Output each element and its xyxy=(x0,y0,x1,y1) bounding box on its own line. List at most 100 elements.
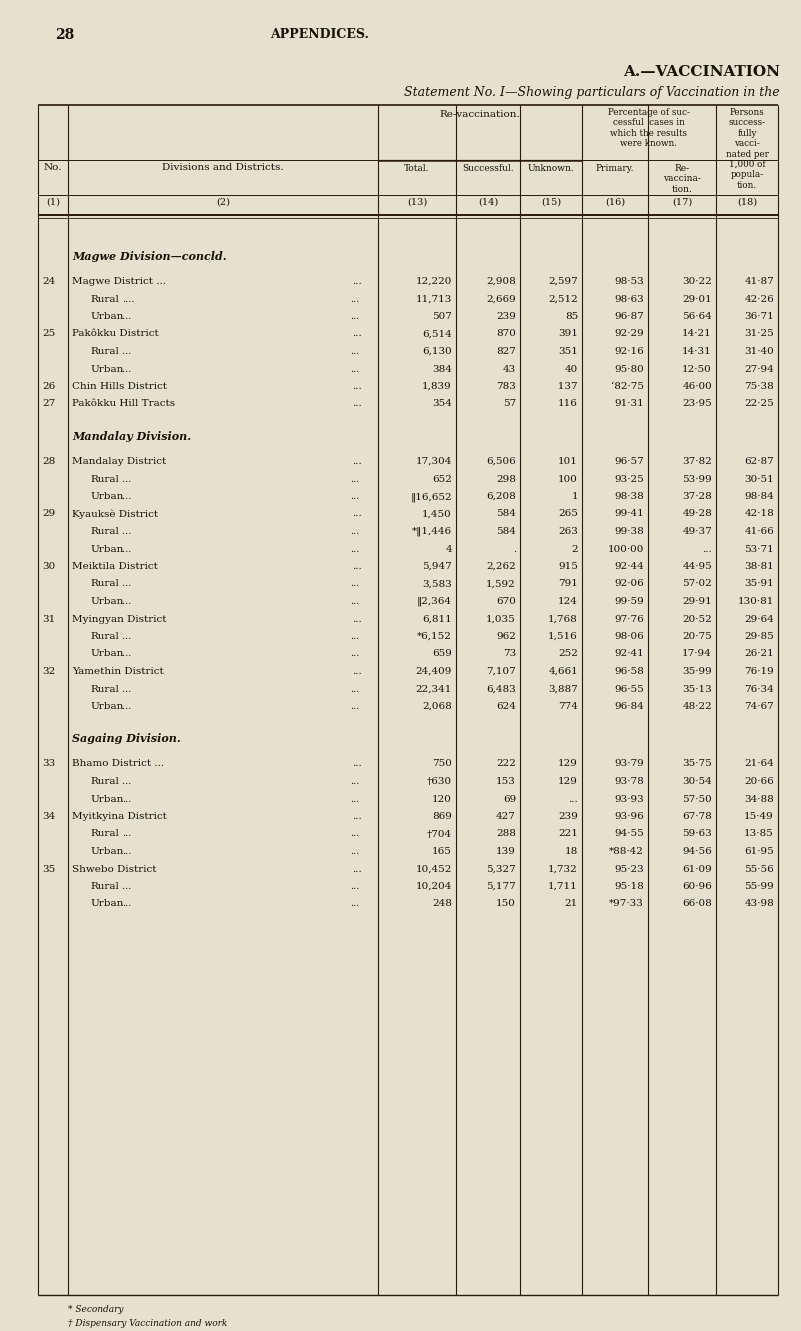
Text: Rural: Rural xyxy=(90,347,119,355)
Text: ...: ... xyxy=(350,829,360,839)
Text: ...: ... xyxy=(122,365,135,374)
Text: 20·52: 20·52 xyxy=(682,615,712,623)
Text: 99·38: 99·38 xyxy=(614,527,644,536)
Text: 2,597: 2,597 xyxy=(548,277,578,286)
Text: 5,947: 5,947 xyxy=(422,562,452,571)
Text: ...: ... xyxy=(352,812,362,821)
Text: 14·31: 14·31 xyxy=(682,347,712,355)
Text: ...: ... xyxy=(122,579,135,588)
Text: Total.: Total. xyxy=(405,164,430,173)
Text: 31·40: 31·40 xyxy=(744,347,774,355)
Text: 56·64: 56·64 xyxy=(682,311,712,321)
Text: Primary.: Primary. xyxy=(596,164,634,173)
Text: 92·29: 92·29 xyxy=(614,330,644,338)
Text: Rural: Rural xyxy=(90,632,119,642)
Text: ...: ... xyxy=(350,347,360,355)
Text: 624: 624 xyxy=(496,701,516,711)
Text: 20·66: 20·66 xyxy=(744,777,774,787)
Text: 24,409: 24,409 xyxy=(416,667,452,676)
Text: Persons
success-
fully
vacci-
nated per
1,000 of
popula-
tion.: Persons success- fully vacci- nated per … xyxy=(726,108,768,190)
Text: 57: 57 xyxy=(503,399,516,409)
Text: 5,327: 5,327 xyxy=(486,865,516,873)
Text: 37·82: 37·82 xyxy=(682,457,712,466)
Text: Mandalay District: Mandalay District xyxy=(72,457,167,466)
Text: 129: 129 xyxy=(558,760,578,768)
Text: 91·31: 91·31 xyxy=(614,399,644,409)
Text: Pakôkku Hill Tracts: Pakôkku Hill Tracts xyxy=(72,399,175,409)
Text: 18: 18 xyxy=(565,847,578,856)
Text: ...: ... xyxy=(122,829,131,839)
Text: 137: 137 xyxy=(549,382,578,391)
Text: 124: 124 xyxy=(558,598,578,606)
Text: 14·21: 14·21 xyxy=(682,330,712,338)
Text: 6,208: 6,208 xyxy=(486,492,516,500)
Text: 96·57: 96·57 xyxy=(614,457,644,466)
Text: ...: ... xyxy=(350,311,360,321)
Text: Bhamo District ...: Bhamo District ... xyxy=(72,760,164,768)
Text: 584: 584 xyxy=(496,510,516,519)
Text: 4: 4 xyxy=(445,544,452,554)
Text: Urban: Urban xyxy=(90,311,123,321)
Text: 391: 391 xyxy=(558,330,578,338)
Text: 98·38: 98·38 xyxy=(614,492,644,500)
Text: 35·99: 35·99 xyxy=(682,667,712,676)
Text: 76·34: 76·34 xyxy=(744,684,774,693)
Text: Urban: Urban xyxy=(90,847,123,856)
Text: 239: 239 xyxy=(558,812,578,821)
Text: 60·96: 60·96 xyxy=(682,882,712,890)
Text: ...: ... xyxy=(350,365,360,374)
Text: 3,887: 3,887 xyxy=(548,684,578,693)
Text: 34: 34 xyxy=(42,812,55,821)
Text: 129: 129 xyxy=(558,777,578,787)
Text: 12,220: 12,220 xyxy=(416,277,452,286)
Text: 670: 670 xyxy=(496,598,516,606)
Text: 116: 116 xyxy=(558,399,578,409)
Text: 100: 100 xyxy=(558,474,578,483)
Text: 98·84: 98·84 xyxy=(744,492,774,500)
Text: ...: ... xyxy=(350,598,360,606)
Text: 6,811: 6,811 xyxy=(422,615,452,623)
Text: 53·71: 53·71 xyxy=(744,544,774,554)
Text: ...: ... xyxy=(350,684,360,693)
Text: 239: 239 xyxy=(496,311,516,321)
Text: *6,152: *6,152 xyxy=(417,632,452,642)
Text: 38·81: 38·81 xyxy=(744,562,774,571)
Text: Rural: Rural xyxy=(90,579,119,588)
Text: 1: 1 xyxy=(571,492,578,500)
Text: (2): (2) xyxy=(216,198,230,208)
Text: 252: 252 xyxy=(558,650,578,659)
Text: 659: 659 xyxy=(432,650,452,659)
Text: 27: 27 xyxy=(42,399,55,409)
Text: ...: ... xyxy=(350,527,360,536)
Text: ...: ... xyxy=(122,492,135,500)
Text: 24: 24 xyxy=(42,277,55,286)
Text: 384: 384 xyxy=(432,365,452,374)
Text: ...: ... xyxy=(702,544,712,554)
Text: Re-
vaccina-
tion.: Re- vaccina- tion. xyxy=(663,164,701,194)
Text: ...: ... xyxy=(122,650,135,659)
Text: 750: 750 xyxy=(432,760,452,768)
Text: 36·71: 36·71 xyxy=(744,311,774,321)
Text: 35·91: 35·91 xyxy=(744,579,774,588)
Text: 101: 101 xyxy=(558,457,578,466)
Text: 17·94: 17·94 xyxy=(682,650,712,659)
Text: 94·55: 94·55 xyxy=(614,829,644,839)
Text: Urban: Urban xyxy=(90,701,123,711)
Text: 2,068: 2,068 xyxy=(422,701,452,711)
Text: 827: 827 xyxy=(496,347,516,355)
Text: ...: ... xyxy=(352,457,362,466)
Text: ...: ... xyxy=(352,760,362,768)
Text: ...: ... xyxy=(350,701,360,711)
Text: 93·78: 93·78 xyxy=(614,777,644,787)
Text: ...: ... xyxy=(352,382,362,391)
Text: Myingyan District: Myingyan District xyxy=(72,615,167,623)
Text: 66·08: 66·08 xyxy=(682,900,712,909)
Text: 150: 150 xyxy=(496,900,516,909)
Text: 43·98: 43·98 xyxy=(744,900,774,909)
Text: Unknown.: Unknown. xyxy=(528,164,574,173)
Text: 29: 29 xyxy=(42,510,55,519)
Text: (1): (1) xyxy=(46,198,60,208)
Text: ...: ... xyxy=(122,527,135,536)
Text: 97·76: 97·76 xyxy=(614,615,644,623)
Text: 67·78: 67·78 xyxy=(682,812,712,821)
